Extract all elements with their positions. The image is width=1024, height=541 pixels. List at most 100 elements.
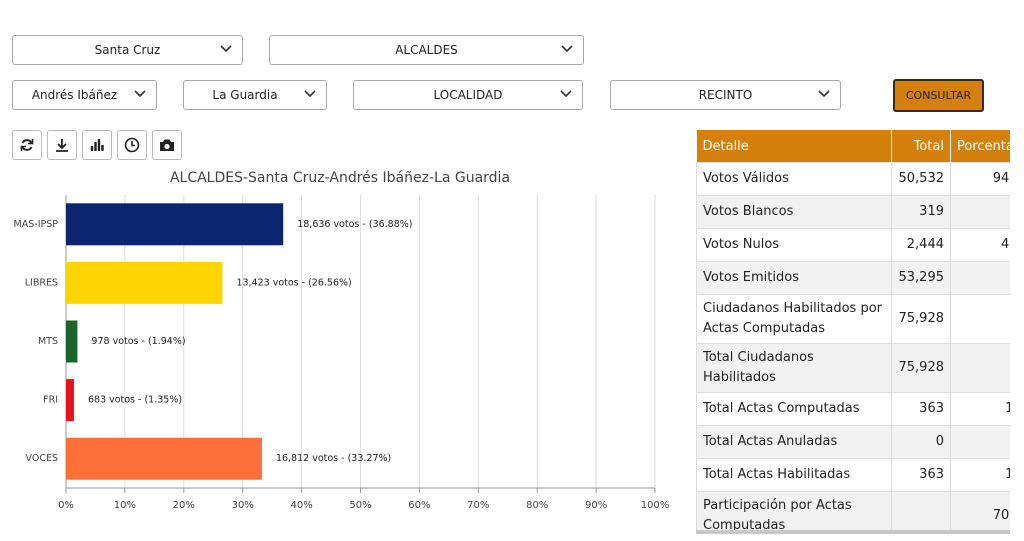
select-localidad[interactable]: LOCALIDAD [353,80,583,110]
table-row: Ciudadanos Habilitados por Actas Computa… [696,294,1010,344]
bar [66,203,284,246]
results-table: Detalle Total Porcentaje Votos Válidos50… [696,130,1010,534]
bar [66,261,223,304]
chevron [560,90,572,98]
table-cell: 75,928 [891,294,951,344]
table-row: Votos Emitidos 53,295 [696,261,1010,295]
table-cell: 2,444 [891,228,951,262]
y-tick-label: VOCES [26,453,58,464]
table-cell: 0.6 [950,195,1010,229]
value-label: 13,423 votos - (26.56%) [236,277,351,288]
table-cell: Total Actas Habilitadas [696,458,892,492]
table-cell: 100 [950,392,1010,426]
table-row: Votos Blancos3190.6 [696,195,1010,229]
y-tick-label: MTS [38,336,58,347]
x-tick-label: 0% [58,500,74,511]
table-cell: Votos Emitidos [696,261,892,295]
y-tick-label: LIBRES [25,277,58,288]
header-cell: Porcentaje [950,130,1010,163]
select-text: LOCALIDAD [433,88,503,102]
x-tick-label: 100% [641,500,670,511]
table-cell: 0 [891,425,951,459]
chevron [220,45,232,53]
table-cell [950,343,1010,393]
x-tick-label: 10% [114,500,136,511]
y-tick-label: FRI [43,395,58,406]
x-tick-label: 50% [349,500,371,511]
table-cell: 53,295 [891,261,951,295]
select-municipio[interactable]: La Guardia [183,80,327,110]
button-text: CONSULTAR [905,89,972,102]
chart: ALCALDES-Santa Cruz-Andrés Ibáñez-La Gua… [14,170,670,511]
chart-title: ALCALDES-Santa Cruz-Andrés Ibáñez-La Gua… [170,170,510,186]
x-tick-label: 90% [585,500,607,511]
table-cell: Ciudadanos Habilitados por Actas Computa… [696,294,892,344]
x-tick-label: 70% [467,500,489,511]
refresh-button[interactable] [12,130,42,160]
chevron [134,90,146,98]
value-label: 683 votos - (1.35%) [88,395,182,406]
table-row: Total Actas Anuladas00 [696,425,1010,459]
table-cell: 50,532 [891,162,951,196]
select-departamento[interactable]: Santa Cruz [12,35,243,65]
header-cell: Total [891,130,951,163]
select-text: RECINTO [698,88,753,102]
table-cell: Participación por Actas Computadas [696,491,892,530]
table-cell: Total Ciudadanos Habilitados [696,343,892,393]
download-button[interactable] [47,130,77,160]
table-row: Total Actas Computadas363100 [696,392,1010,426]
value-label: 16,812 votos - (33.27%) [276,453,391,464]
table-cell: 363 [891,392,951,426]
chevron [304,90,316,98]
chart-button[interactable] [82,130,112,160]
x-tick-label: 30% [232,500,254,511]
header-cell: Detalle [696,130,892,163]
table-cell: Total Actas Anuladas [696,425,892,459]
select-text: ALCALDES [395,43,458,57]
chevron [561,45,573,53]
table-cell: 75,928 [891,343,951,393]
table-cell: 4.59 [950,228,1010,262]
y-tick-label: MAS-IPSP [14,219,59,230]
x-tick-label: 80% [526,500,548,511]
table-row: Total Actas Habilitadas363100 [696,458,1010,492]
x-tick-label: 20% [173,500,195,511]
table-cell: Votos Blancos [696,195,892,229]
chevron [818,90,830,98]
table: Detalle Total Porcentaje Votos Válidos50… [696,130,1010,530]
icon [124,137,140,153]
history-button[interactable] [117,130,147,160]
table-cell: 319 [891,195,951,229]
table-cell [891,491,951,530]
value-label: 18,636 votos - (36.88%) [297,219,412,230]
table-cell: 0 [950,425,1010,459]
x-tick-label: 40% [290,500,312,511]
x-tick-label: 60% [408,500,430,511]
table-cell [950,261,1010,295]
table-cell: Votos Válidos [696,162,892,196]
camera-button[interactable] [152,130,182,160]
icon [160,139,174,151]
table-cell: 94.82 [950,162,1010,196]
table-cell: 363 [891,458,951,492]
select-provincia[interactable]: Andrés Ibáñez [12,80,157,110]
table-cell: Votos Nulos [696,228,892,262]
bar [66,437,262,480]
select-cargo[interactable]: ALCALDES [269,35,584,65]
bar [66,320,78,363]
select-text: Santa Cruz [94,43,161,57]
select-text: Andrés Ibáñez [31,88,118,102]
icon [90,139,104,151]
table-row: Participación por Actas Computadas 70.19 [696,491,1010,530]
header-row: Detalle Total Porcentaje [696,130,1010,163]
table-cell: 70.19 [950,491,1010,530]
table-cell: Total Actas Computadas [696,392,892,426]
select-text: La Guardia [212,88,278,102]
table-cell: 100 [950,458,1010,492]
select-recinto[interactable]: RECINTO [610,80,841,110]
consult-button[interactable]: CONSULTAR [893,79,984,112]
icon [20,139,34,151]
